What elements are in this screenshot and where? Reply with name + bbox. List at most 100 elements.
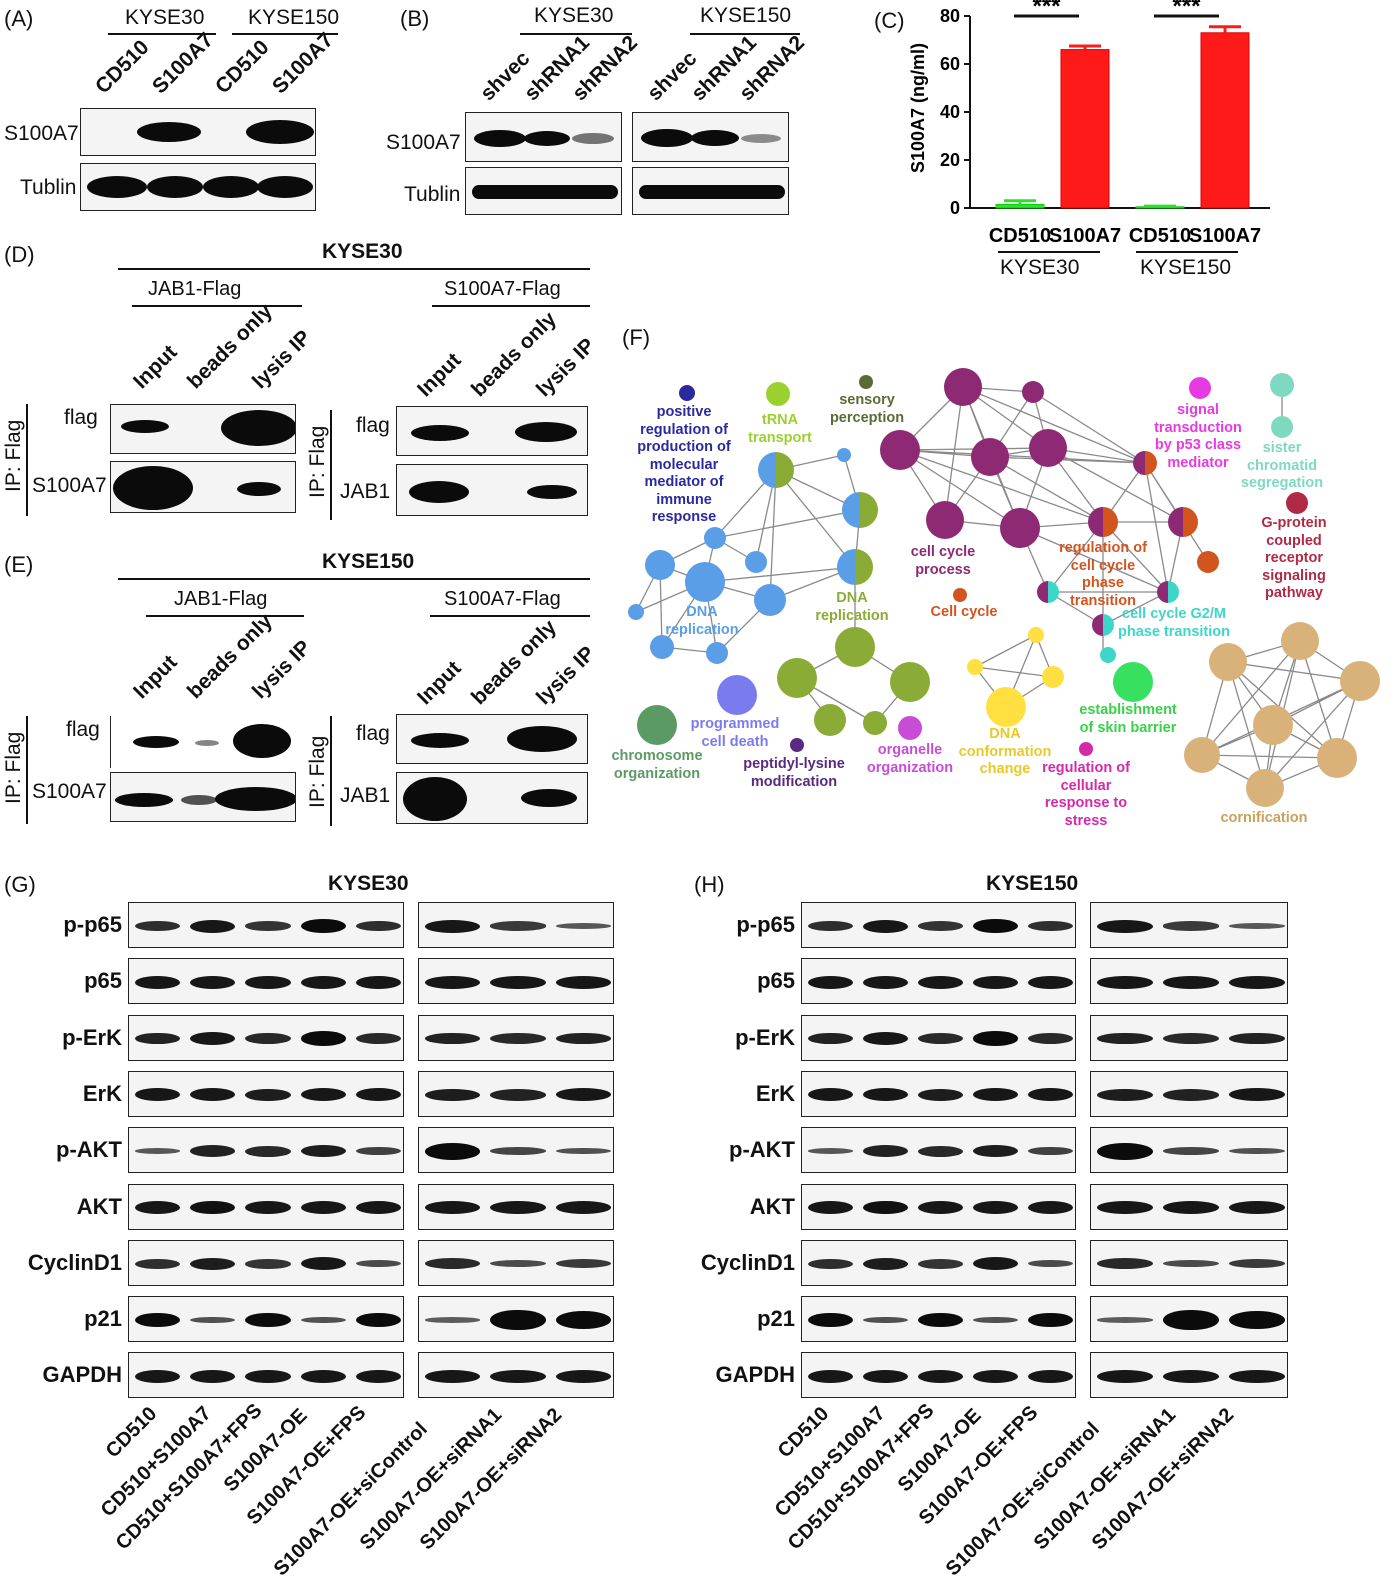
e-lane-input-l: Input	[129, 650, 182, 704]
e-cell-line: KYSE150	[322, 550, 415, 573]
network-term-label-0: positive regulation of production of mol…	[637, 404, 731, 525]
d-blot-flag-r	[396, 406, 588, 456]
h-blot-erk-2	[1090, 1070, 1288, 1117]
d-cell-line: KYSE30	[322, 240, 403, 263]
network-term-label-3: signal transduction by p53 class mediato…	[1154, 402, 1242, 471]
b-row-tublin: Tublin	[404, 183, 461, 206]
d-blot-jab1-r	[396, 464, 588, 516]
network-edges	[635, 385, 1361, 789]
h-blot-p21-1	[801, 1296, 1076, 1343]
network-term-label-4: sister chromatid segregation	[1240, 440, 1324, 491]
h-blot-akt-2	[1090, 1183, 1288, 1230]
h-blot-p21-2	[1090, 1296, 1288, 1343]
e-group-jab1: JAB1-Flag	[174, 588, 268, 610]
g-blot-p21-1	[128, 1296, 404, 1343]
e-ip-right: IP: Flag	[306, 735, 329, 808]
h-row-label-p-p65: p-p65	[736, 912, 795, 937]
panel-a-tag: (A)	[4, 6, 34, 31]
g-blot-p-p65-1	[128, 902, 404, 948]
trna-node	[766, 382, 790, 406]
x-tick-label-1: S100A7	[1049, 225, 1121, 247]
e-blot-jab1-r	[396, 772, 588, 824]
e-ip-left: IP: Flag	[2, 731, 25, 804]
h-row-label-cyclind1: CyclinD1	[700, 1249, 795, 1275]
g-row-label-akt: AKT	[76, 1193, 122, 1219]
g-blot-akt-1	[128, 1183, 404, 1230]
panel-b-tag: (B)	[400, 6, 430, 31]
b-blot-tublin-kyse150	[632, 167, 789, 215]
d-blot-s100a7-l	[110, 461, 296, 513]
g-blot-p65-2	[418, 958, 614, 1005]
network-term-label-13: chromosome organization	[611, 748, 703, 782]
g-row-label-p-p65: p-p65	[63, 912, 122, 937]
e-lane-lysis-r: lysis IP	[532, 641, 600, 710]
network-nodes	[628, 368, 1380, 807]
a-row-s100a7: S100A7	[4, 122, 79, 145]
e-row-flag-l: flag	[66, 718, 100, 741]
h-row-label-gapdh: GAPDH	[715, 1362, 795, 1388]
g-blot-p-akt-2	[418, 1127, 614, 1174]
h-row-label-akt: AKT	[749, 1193, 795, 1219]
g-row-label-cyclind1: CyclinD1	[27, 1249, 122, 1275]
b-row-s100a7: S100A7	[386, 131, 461, 154]
y-tick-label-0: 0	[950, 198, 960, 218]
e-blot-s100a7-l	[110, 772, 296, 822]
h-blot-p65-1	[801, 958, 1076, 1005]
e-row-jab1-r: JAB1	[340, 784, 391, 807]
y-tick-label-3: 60	[940, 54, 960, 74]
panel-h-tag: (H)	[694, 872, 725, 897]
network-term-label-10: DNA replication	[665, 604, 739, 638]
e-row-s100a7-l: S100A7	[32, 780, 107, 803]
panel-f-tag: (F)	[622, 325, 651, 350]
network-term-label-16: DNA conformation change	[958, 726, 1052, 777]
network-term-label-14: peptidyl-lysine modification	[743, 756, 845, 790]
sig-label-0: ***	[1032, 0, 1061, 20]
g-row-label-p-erk: p-ErK	[62, 1024, 122, 1050]
e-blot-flag-l	[110, 716, 296, 768]
h-row-label-p-erk: p-ErK	[735, 1024, 795, 1050]
d-row-flag-r: flag	[356, 414, 390, 437]
a-lane-1: CD510	[91, 35, 154, 99]
e-lane-input-r: Input	[413, 656, 466, 710]
y-tick-label-2: 40	[940, 102, 960, 122]
h-blot-gapdh-1	[801, 1352, 1076, 1399]
h-blot-p-erk-1	[801, 1014, 1076, 1061]
c-group-kyse30: KYSE30	[1000, 256, 1080, 279]
h-row-label-p21: p21	[757, 1306, 795, 1332]
h-row-label-p65: p65	[757, 968, 795, 994]
network-term-label-19: cornification	[1220, 810, 1308, 826]
a-lane-3: CD510	[211, 35, 274, 99]
e-lane-lysis-l: lysis IP	[248, 635, 316, 704]
panel-c-tag: (C)	[874, 8, 905, 33]
g-blot-p-akt-1	[128, 1127, 404, 1174]
network-term-label-5: G-protein coupled receptor signaling pat…	[1261, 515, 1327, 601]
bar-0	[995, 203, 1045, 209]
b-blot-s100a7-kyse30	[465, 112, 622, 162]
network-term-label-9: cell cycle G2/M phase transition	[1118, 606, 1230, 640]
d-lane-input-r: Input	[413, 348, 466, 402]
a-lane-2: S100A7	[148, 28, 218, 99]
d-group-jab1: JAB1-Flag	[148, 278, 242, 300]
b-blot-s100a7-kyse150	[632, 112, 789, 162]
h-row-label-p-akt: p-AKT	[729, 1137, 795, 1163]
h-blot-p-erk-2	[1090, 1014, 1288, 1061]
network-term-label-1: tRNA transport	[748, 412, 812, 446]
c-group-kyse150: KYSE150	[1140, 256, 1232, 279]
d-lane-lysis-r: lysis IP	[532, 333, 600, 402]
panel-g-tag: (G)	[4, 872, 36, 897]
h-cell-line: KYSE150	[986, 872, 1079, 895]
d-ip-right: IP: Flag	[306, 425, 329, 498]
g-row-label-p65: p65	[84, 968, 122, 994]
y-tick-label-1: 20	[940, 150, 960, 170]
d-lane-lysis-l: lysis IP	[248, 325, 316, 394]
g-row-label-erk: ErK	[82, 1080, 122, 1106]
network-term-label-6: cell cycle process	[910, 544, 976, 578]
h-blot-akt-1	[801, 1183, 1076, 1230]
network-term-label-8: Cell cycle	[930, 604, 998, 620]
d-lane-input-l: Input	[129, 340, 182, 394]
h-blot-p-akt-2	[1090, 1127, 1288, 1174]
g-blot-cyclind1-1	[128, 1239, 404, 1286]
g-blot-cyclind1-2	[418, 1239, 614, 1286]
y-tick-label-4: 80	[940, 6, 960, 26]
